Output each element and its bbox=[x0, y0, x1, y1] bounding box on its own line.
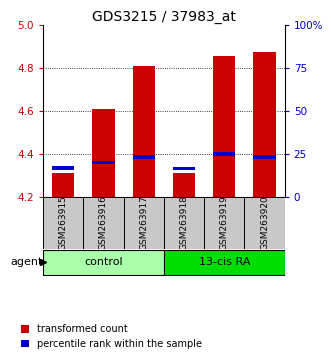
Text: GSM263918: GSM263918 bbox=[179, 195, 188, 250]
Text: GSM263920: GSM263920 bbox=[260, 195, 269, 250]
Bar bbox=[254, 52, 276, 197]
Bar bbox=[92, 161, 115, 164]
Bar bbox=[173, 167, 195, 170]
Text: GSM263915: GSM263915 bbox=[59, 195, 68, 250]
Bar bbox=[213, 152, 235, 156]
Bar bbox=[254, 155, 276, 159]
Bar bbox=[164, 250, 285, 275]
Bar bbox=[213, 56, 235, 197]
Text: agent: agent bbox=[11, 257, 43, 267]
Text: 13-cis RA: 13-cis RA bbox=[199, 257, 250, 267]
Bar bbox=[52, 173, 74, 197]
Bar bbox=[133, 155, 155, 159]
Text: GSM263919: GSM263919 bbox=[220, 195, 229, 250]
Bar bbox=[43, 250, 164, 275]
Bar bbox=[173, 173, 195, 197]
Text: control: control bbox=[84, 257, 123, 267]
Legend: transformed count, percentile rank within the sample: transformed count, percentile rank withi… bbox=[22, 324, 202, 349]
Bar bbox=[83, 197, 123, 249]
Text: GSM263917: GSM263917 bbox=[139, 195, 148, 250]
Bar bbox=[43, 197, 83, 249]
Bar bbox=[133, 65, 155, 197]
Text: GSM263916: GSM263916 bbox=[99, 195, 108, 250]
Bar bbox=[123, 197, 164, 249]
Title: GDS3215 / 37983_at: GDS3215 / 37983_at bbox=[92, 10, 236, 24]
Bar bbox=[244, 197, 285, 249]
Bar bbox=[92, 109, 115, 197]
Bar bbox=[52, 166, 74, 170]
Bar bbox=[204, 197, 244, 249]
Bar bbox=[164, 197, 204, 249]
